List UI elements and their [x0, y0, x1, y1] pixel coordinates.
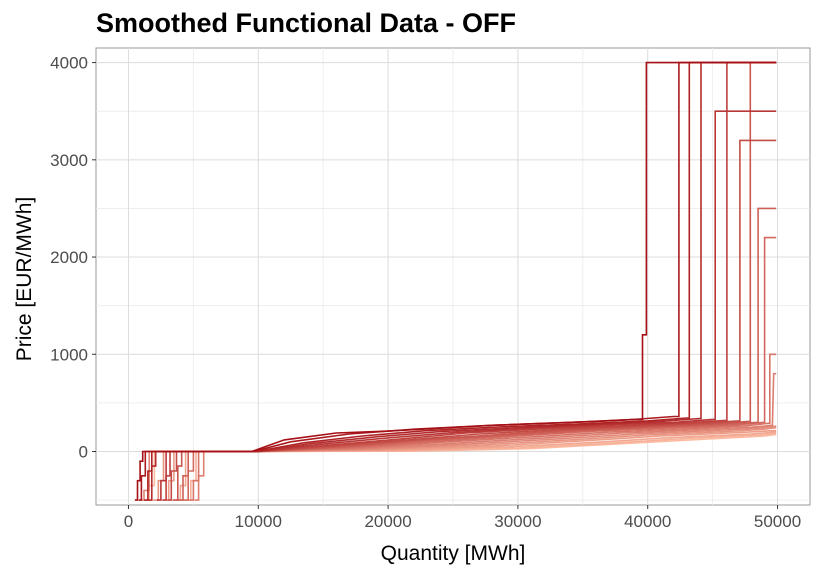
- x-tick-label: 0: [124, 512, 133, 531]
- series-line: [140, 425, 777, 501]
- series-line: [167, 139, 777, 501]
- x-tick-label: 40000: [624, 512, 671, 531]
- series-line: [144, 61, 777, 501]
- series-line: [153, 426, 777, 501]
- x-tick-label: 30000: [494, 512, 541, 531]
- chart-title: Smoothed Functional Data - OFF: [96, 8, 516, 38]
- series-group: [134, 61, 777, 501]
- x-axis-title: Quantity [MWh]: [381, 542, 526, 565]
- series-line: [157, 110, 777, 501]
- y-tick-label: 1000: [50, 345, 88, 364]
- series-line: [147, 61, 777, 501]
- y-tick-label: 3000: [50, 151, 88, 170]
- series-line: [134, 61, 777, 501]
- x-tick-label: 10000: [235, 512, 282, 531]
- y-tick-label: 0: [79, 443, 88, 462]
- series-line: [162, 61, 777, 501]
- series-line: [177, 207, 777, 501]
- y-tick-label: 4000: [50, 54, 88, 73]
- series-line: [172, 61, 777, 501]
- y-axis-title: Price [EUR/MWh]: [13, 197, 36, 362]
- x-tick-label: 50000: [754, 512, 801, 531]
- axes: 0 10000 20000 30000 40000 50000 0 1000 2000 3000 4…: [50, 54, 801, 531]
- x-tick-label: 20000: [364, 512, 411, 531]
- y-tick-label: 2000: [50, 248, 88, 267]
- series-line: [183, 236, 777, 501]
- series-line: [189, 353, 777, 501]
- series-line: [194, 372, 777, 501]
